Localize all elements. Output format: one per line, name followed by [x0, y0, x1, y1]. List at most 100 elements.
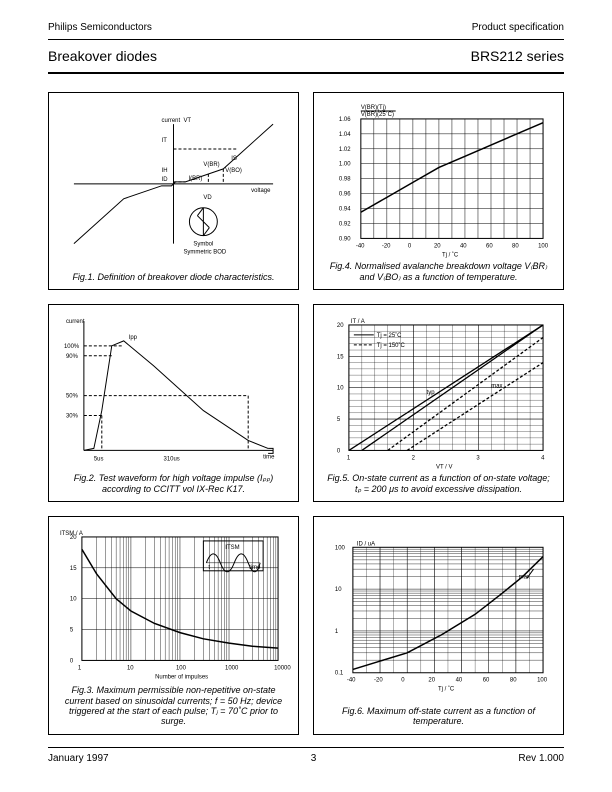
svg-text:1000: 1000 — [225, 665, 239, 671]
svg-text:1: 1 — [335, 629, 339, 635]
fig5-panel: 1 2 3 4 0 5 10 15 20 IT / A VT / V Tj = 25˚C Tj = 15… — [313, 304, 564, 502]
subheader-left: Breakover diodes — [48, 48, 157, 64]
svg-text:VT / V: VT / V — [436, 464, 452, 470]
svg-text:voltage: voltage — [251, 188, 271, 194]
svg-text:0.96: 0.96 — [339, 192, 351, 198]
svg-text:time: time — [263, 454, 275, 460]
svg-text:15: 15 — [337, 354, 344, 360]
svg-text:ITSM: ITSM — [225, 545, 239, 551]
svg-text:5: 5 — [70, 628, 74, 634]
header-right: Product specification — [472, 22, 564, 33]
svg-text:V(BO): V(BO) — [225, 168, 242, 174]
fig3-svg: 11010010001000005101520ITSM / ANumber of… — [54, 522, 293, 683]
svg-text:5: 5 — [337, 417, 341, 423]
svg-text:Tj = 25˚C: Tj = 25˚C — [377, 332, 402, 339]
fig3-panel: 11010010001000005101520ITSM / ANumber of… — [48, 516, 299, 735]
svg-text:10: 10 — [337, 386, 344, 392]
svg-text:10: 10 — [335, 587, 342, 593]
svg-text:3: 3 — [476, 455, 480, 461]
svg-text:1.06: 1.06 — [339, 117, 351, 123]
fig4-panel: -40 -20 0 20 40 60 80 100 0.90 0.92 0.94 0.96 0.98 1.… — [313, 92, 564, 290]
svg-text:IH: IH — [162, 168, 168, 174]
svg-text:VD: VD — [203, 195, 212, 201]
svg-text:50%: 50% — [66, 394, 79, 400]
svg-text:IT: IT — [162, 138, 168, 144]
svg-text:-40: -40 — [356, 243, 365, 249]
footer-right: Rev 1.000 — [518, 753, 564, 764]
svg-text:ID: ID — [162, 177, 169, 183]
svg-text:-40: -40 — [347, 678, 356, 684]
svg-text:80: 80 — [510, 678, 517, 684]
svg-text:15: 15 — [70, 566, 77, 572]
svg-text:80: 80 — [512, 243, 519, 249]
svg-text:0: 0 — [70, 658, 74, 664]
svg-text:0.1: 0.1 — [335, 671, 344, 677]
svg-text:60: 60 — [483, 678, 490, 684]
svg-text:IS: IS — [231, 156, 237, 162]
svg-text:V(BR): V(BR) — [203, 162, 219, 168]
fig4-caption: Fig.4. Normalised avalanche breakdown vo… — [319, 259, 558, 284]
svg-text:Number of impulses: Number of impulses — [155, 674, 208, 680]
fig5-svg: 1 2 3 4 0 5 10 15 20 IT / A VT / V Tj = 25˚C Tj = 15… — [319, 310, 558, 471]
svg-text:10: 10 — [127, 665, 134, 671]
svg-text:I(BR): I(BR) — [188, 176, 202, 182]
svg-text:1.04: 1.04 — [339, 132, 351, 138]
svg-text:Tj = 150˚C: Tj = 150˚C — [377, 342, 406, 349]
svg-text:100%: 100% — [64, 344, 80, 350]
header-left: Philips Semiconductors — [48, 22, 152, 33]
svg-text:1.00: 1.00 — [339, 162, 351, 168]
svg-text:4: 4 — [541, 455, 545, 461]
svg-text:Symbol: Symbol — [193, 242, 213, 248]
fig3-caption: Fig.3. Maximum permissible non-repetitiv… — [54, 683, 293, 728]
svg-text:0: 0 — [408, 243, 412, 249]
svg-text:-20: -20 — [382, 243, 391, 249]
svg-text:100: 100 — [538, 243, 549, 249]
svg-text:2: 2 — [412, 455, 416, 461]
svg-text:20: 20 — [428, 678, 435, 684]
svg-text:0.90: 0.90 — [339, 236, 351, 242]
svg-text:310us: 310us — [164, 456, 180, 462]
svg-text:40: 40 — [456, 678, 463, 684]
svg-text:max: max — [519, 574, 530, 580]
svg-text:30%: 30% — [66, 414, 79, 420]
fig2-caption: Fig.2. Test waveform for high voltage im… — [54, 471, 293, 496]
svg-text:40: 40 — [460, 243, 467, 249]
footer-left: January 1997 — [48, 753, 109, 764]
fig6-caption: Fig.6. Maximum off-state current as a fu… — [319, 704, 558, 729]
svg-text:0.94: 0.94 — [339, 207, 351, 213]
svg-text:V(BR)(Tj): V(BR)(Tj) — [361, 105, 386, 111]
svg-text:Tj / ˚C: Tj / ˚C — [438, 686, 455, 693]
fig5-caption: Fig.5. On-state current as a function of… — [319, 471, 558, 496]
svg-text:time: time — [249, 565, 261, 571]
svg-text:0: 0 — [337, 448, 341, 454]
svg-text:0.98: 0.98 — [339, 177, 351, 183]
fig2-svg: 100% 90% 50% 30% 5us 310us time Ipp curr… — [54, 310, 293, 471]
svg-text:max: max — [491, 384, 502, 390]
svg-text:100: 100 — [537, 678, 548, 684]
svg-text:0: 0 — [401, 678, 405, 684]
fig1-svg: current VT IT IH ID I(BR) V(BR) V(BO) IS… — [54, 98, 293, 270]
svg-text:0.92: 0.92 — [339, 221, 351, 227]
svg-text:1.02: 1.02 — [339, 147, 351, 153]
svg-text:90%: 90% — [66, 354, 79, 360]
svg-text:Ipp: Ipp — [129, 335, 138, 341]
svg-text:IT / A: IT / A — [351, 319, 365, 325]
svg-text:100: 100 — [335, 545, 346, 551]
svg-text:20: 20 — [337, 323, 344, 329]
svg-text:100: 100 — [176, 665, 187, 671]
subheader-right: BRS212 series — [471, 48, 564, 64]
svg-text:60: 60 — [486, 243, 493, 249]
svg-text:current: current — [162, 118, 181, 124]
svg-text:10: 10 — [70, 597, 77, 603]
fig4-svg: -40 -20 0 20 40 60 80 100 0.90 0.92 0.94 0.96 0.98 1.… — [319, 98, 558, 259]
svg-text:10000: 10000 — [274, 665, 291, 671]
svg-text:20: 20 — [434, 243, 441, 249]
svg-text:Symmetric BOD: Symmetric BOD — [183, 250, 226, 256]
footer-center: 3 — [311, 753, 317, 764]
svg-text:5us: 5us — [94, 456, 104, 462]
svg-text:1: 1 — [347, 455, 351, 461]
svg-text:VT: VT — [183, 118, 191, 124]
svg-text:ID / uA: ID / uA — [357, 541, 375, 547]
svg-text:typ: typ — [427, 390, 436, 396]
fig2-panel: 100% 90% 50% 30% 5us 310us time Ipp curr… — [48, 304, 299, 502]
